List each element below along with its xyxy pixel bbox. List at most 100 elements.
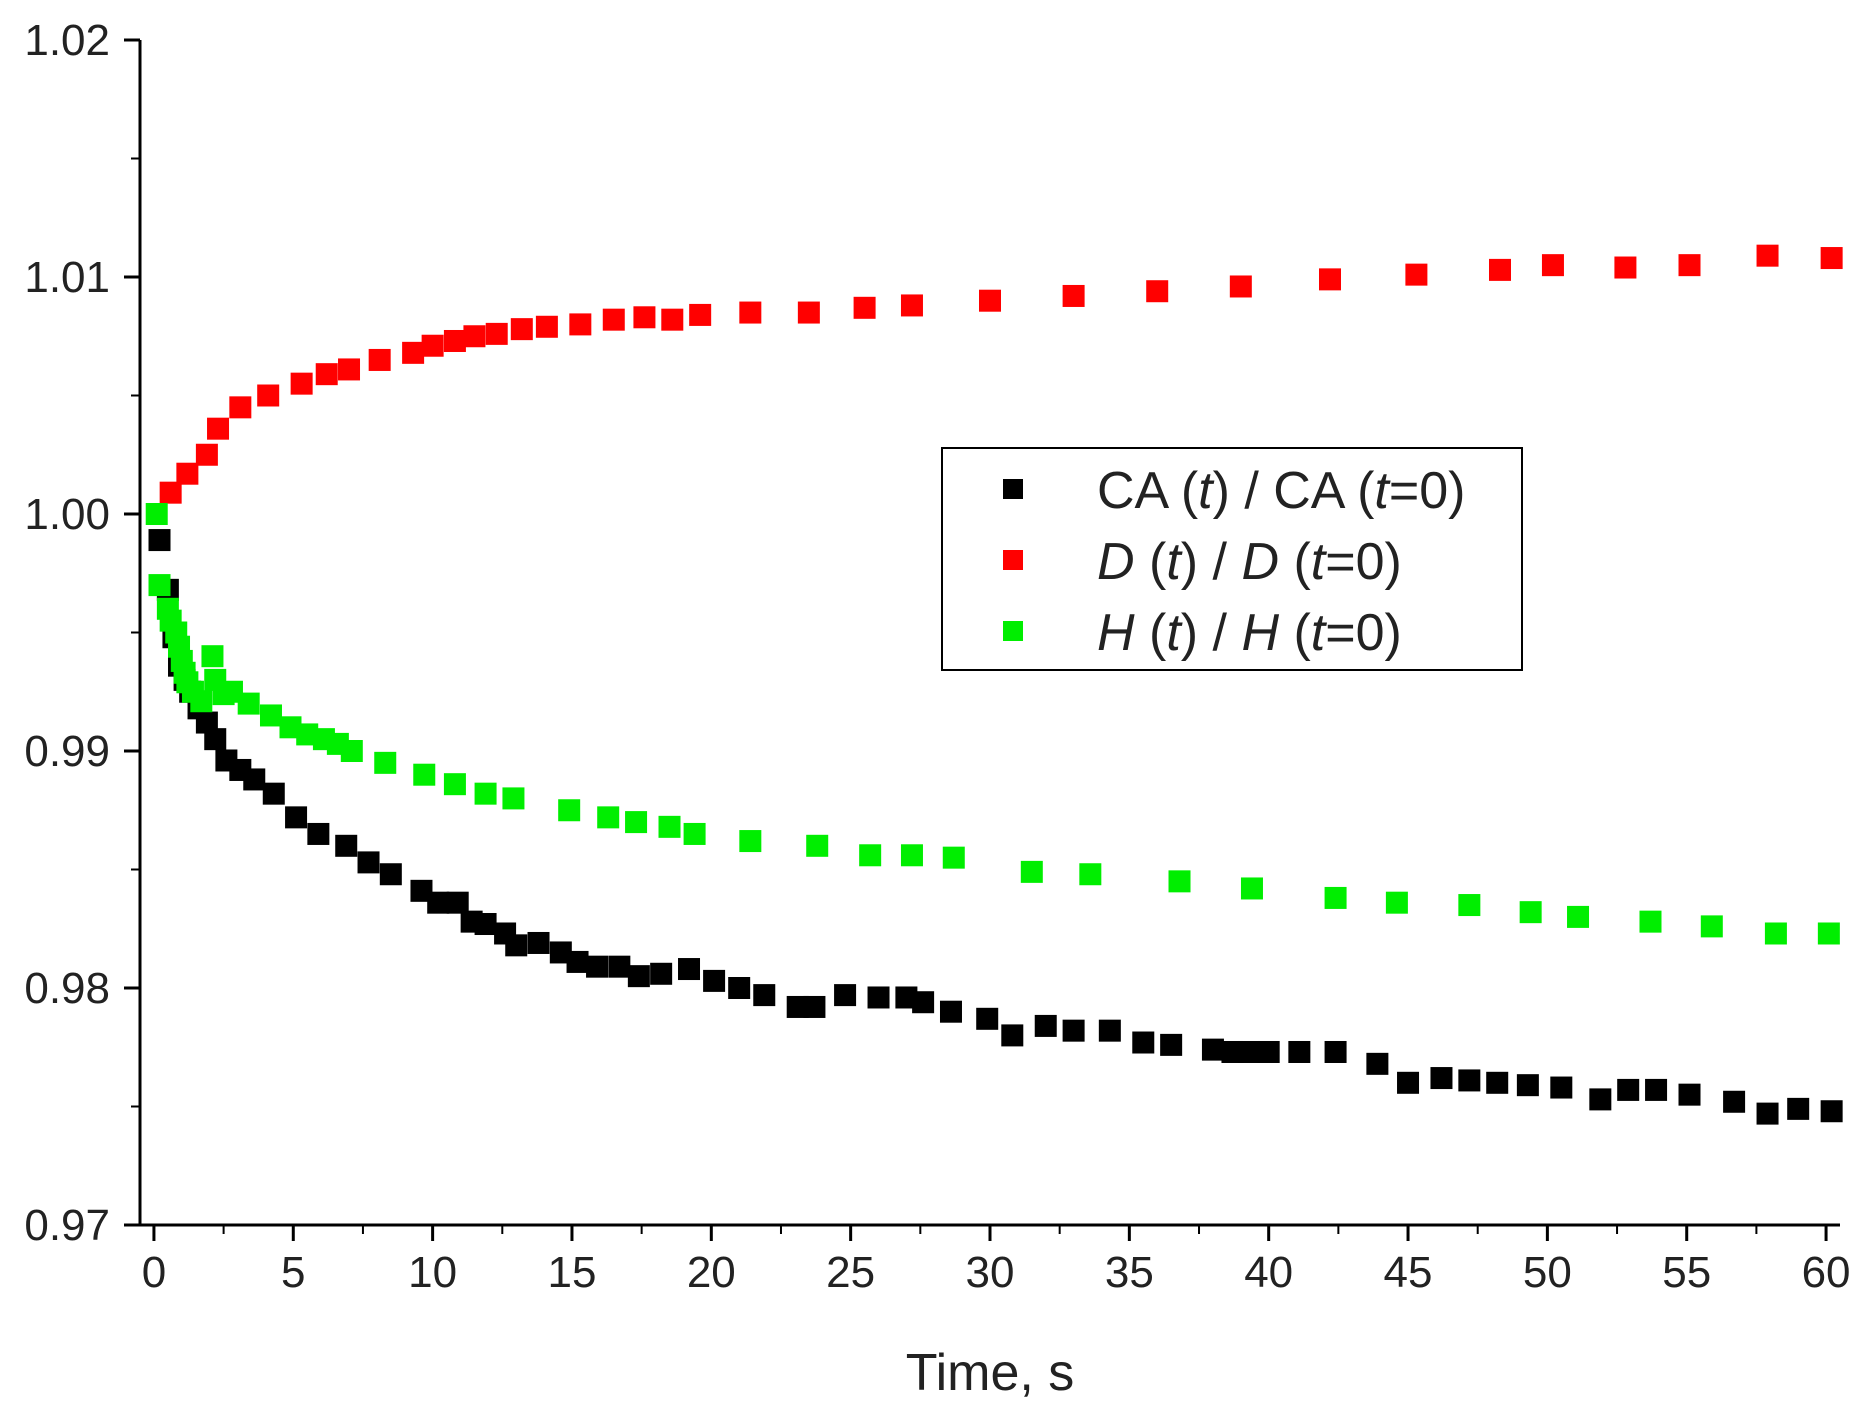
data-point-ca [1034,1014,1057,1037]
data-point-d [1229,275,1252,298]
data-point-ca [262,782,285,805]
legend-label-part: t [1311,604,1328,662]
data-point-d [338,358,361,381]
data-point-ca [1430,1067,1453,1090]
data-point-ca [204,728,227,751]
data-point-d [290,372,313,395]
data-point-ca [1062,1019,1085,1042]
data-point-h [597,806,620,829]
data-point-d [1405,263,1428,286]
data-point-h [148,574,171,597]
data-point-ca [148,529,171,552]
data-point-d [1489,258,1511,281]
data-point-ca [586,955,609,978]
data-point-ca [678,958,701,981]
data-point-ca [1550,1076,1573,1099]
legend-label-part: D [1097,533,1135,591]
data-point-ca [939,1000,962,1023]
data-point-h [145,503,168,525]
legend-label-part: t [1311,533,1328,591]
data-point-ca [1288,1040,1311,1063]
data-point-h [340,740,363,762]
data-point-d [661,308,684,331]
data-point-d [1614,256,1637,279]
legend-label-part: ( [1279,533,1311,591]
y-tick-label: 0.97 [24,1201,110,1250]
y-tick-label: 1.01 [24,253,110,302]
x-tick-label: 60 [1802,1248,1851,1297]
data-point-ca [1397,1071,1420,1094]
data-point-ca [1678,1083,1701,1106]
data-point-h [259,704,282,727]
data-point-ca [335,834,358,857]
data-point-ca [1324,1040,1347,1063]
x-tick-label: 45 [1384,1248,1433,1297]
data-point-ca [912,991,935,1014]
data-point-ca [243,768,266,791]
x-tick-label: 40 [1244,1248,1293,1297]
legend-marker-h [1003,621,1023,641]
legend-label-part: ) / [1181,604,1242,662]
x-tick-label: 30 [966,1248,1015,1297]
data-point-d [979,289,1001,312]
data-point-ca [976,1007,999,1030]
data-point-h [942,846,965,869]
data-point-d [159,481,182,504]
data-point-h [1639,910,1662,933]
legend-label-part: ( [1135,533,1167,591]
legend-box [941,447,1523,671]
legend-label-part: H [1241,604,1279,662]
data-point-ca [566,950,589,973]
series-layer [145,244,1843,1125]
data-point-d [602,308,625,331]
data-point-h [1567,905,1590,928]
legend-label-h: H (t) / H (t=0) [1097,604,1402,662]
data-point-h [190,690,213,713]
legend-label-part: =0) [1325,604,1402,662]
data-point-ca [1486,1071,1509,1094]
data-point-ca [608,955,631,978]
x-axis-title: Time, s [906,1344,1075,1402]
data-point-ca [1820,1100,1843,1123]
legend-label-ca: CA (t) / CA (t=0) [1097,462,1465,520]
y-tick-label: 1.00 [24,490,110,539]
data-point-h [279,716,302,739]
data-point-ca [1160,1033,1183,1056]
series-d [159,244,1843,504]
data-point-d [1319,268,1341,291]
data-point-ca [357,851,380,874]
x-tick-label: 35 [1105,1248,1154,1297]
data-point-ca [549,941,572,964]
data-point-h [220,680,243,703]
legend-label-part: ) / [1181,533,1242,591]
y-tick-label: 1.02 [24,16,110,65]
data-point-h [1020,860,1043,883]
data-point-d [1820,247,1843,270]
data-point-ca [803,995,826,1018]
data-point-h [502,787,525,810]
data-point-ca [1645,1078,1668,1101]
data-point-d [207,417,230,440]
data-point-h [558,799,581,822]
data-point-d [535,315,558,338]
y-tick-label: 0.99 [24,727,110,776]
data-point-h [296,723,319,746]
data-point-h [625,811,648,834]
data-point-ca [1516,1074,1539,1097]
data-point-ca [1756,1102,1779,1125]
data-point-ca [1201,1038,1224,1061]
data-point-ca [753,984,776,1007]
data-point-ca [505,934,528,957]
data-point-h [1700,915,1723,938]
data-point-ca [728,977,751,999]
data-point-d [1541,254,1564,277]
data-point-ca [410,879,433,902]
data-point-h [1240,877,1263,900]
data-point-ca [474,913,497,936]
data-point-h [739,830,762,853]
data-point-h [374,751,397,774]
x-tick-label: 55 [1662,1248,1711,1297]
legend-label-part: t [1166,604,1183,662]
data-point-h [1817,922,1840,945]
